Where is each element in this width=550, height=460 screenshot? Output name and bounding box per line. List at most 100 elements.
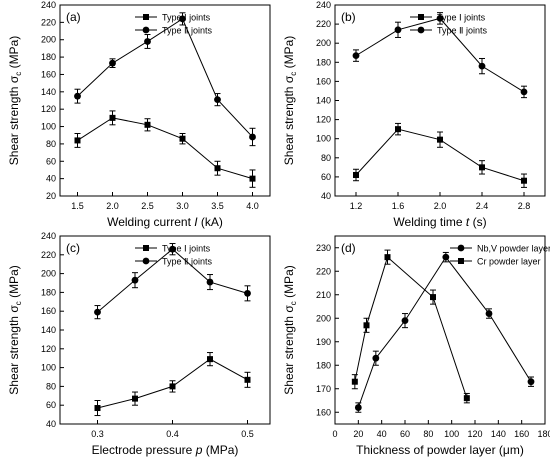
- legend: Type Ⅰ joints Type Ⅱ joints: [410, 13, 487, 36]
- legend-marker: [457, 244, 465, 252]
- series-2: [352, 12, 528, 99]
- chart-panel-4: 0 20 40 60 80 100 120 140 160 180 160 170 180 190 200 2…: [282, 235, 550, 457]
- y-tick-label: 200: [41, 269, 56, 279]
- y-tick-label: 160: [316, 76, 331, 86]
- panel-label: (d): [341, 241, 356, 255]
- legend-marker: [142, 257, 150, 265]
- chart-panel-1: 1.5 2.0 2.5 3.0 3.5 4.0 20 40 60 80 100 120 140 160 18…: [7, 0, 271, 229]
- y-tick-label: 20: [46, 191, 56, 201]
- y-tick-label: 220: [316, 19, 331, 29]
- y-tick-label: 80: [46, 139, 56, 149]
- data-point: [94, 308, 101, 316]
- data-point: [351, 378, 358, 385]
- y-tick-label: 230: [316, 243, 331, 253]
- panel-label: (c): [66, 241, 80, 255]
- x-tick-label: 1.2: [350, 201, 363, 211]
- data-point: [179, 135, 186, 142]
- data-point: [442, 253, 450, 261]
- legend-label: Type Ⅱ joints: [437, 26, 487, 36]
- series-line: [354, 256, 468, 399]
- x-tick-label: 1.6: [392, 201, 405, 211]
- y-tick-label: 120: [41, 344, 56, 354]
- data-point: [74, 92, 81, 100]
- y-axis-label: Shear strength σc (MPa): [7, 36, 23, 165]
- data-point: [352, 52, 360, 60]
- chart-panel-2: 1.2 1.6 2.0 2.4 2.8 40 60 80 100 120 140 160 180 200 2…: [282, 0, 546, 229]
- series-line: [357, 256, 532, 408]
- y-tick-label: 140: [41, 325, 56, 335]
- y-tick-label: 210: [316, 290, 331, 300]
- plot-frame: [59, 4, 271, 197]
- data-point: [206, 278, 214, 286]
- y-tick-label: 120: [316, 115, 331, 125]
- y-axis-label: Shear strength σc (MPa): [282, 265, 298, 394]
- y-tick-label: 160: [316, 407, 331, 417]
- y-tick-label: 160: [41, 306, 56, 316]
- data-point: [395, 126, 401, 133]
- legend-label: Type Ⅱ joints: [162, 26, 212, 36]
- series-line: [77, 117, 253, 180]
- x-axis-label: Welding time t (s): [393, 215, 486, 229]
- x-tick-label: 2.0: [106, 201, 119, 211]
- series-2: [351, 249, 470, 404]
- data-point: [249, 175, 256, 182]
- data-point: [353, 171, 359, 178]
- data-point: [372, 354, 380, 362]
- x-tick-label: 3.5: [211, 201, 224, 211]
- data-point: [401, 317, 409, 324]
- series-1: [353, 122, 527, 188]
- x-tick-label: 40: [377, 429, 387, 439]
- data-point: [436, 14, 444, 22]
- y-tick-label: 240: [41, 0, 56, 10]
- x-tick-label: 0: [332, 429, 337, 439]
- y-tick-label: 80: [321, 153, 331, 163]
- y-tick-label: 240: [41, 231, 56, 241]
- data-point: [109, 59, 116, 67]
- y-tick-label: 190: [316, 337, 331, 347]
- data-point: [521, 177, 527, 184]
- data-point: [214, 96, 221, 104]
- series-1: [94, 352, 251, 417]
- data-point: [354, 404, 362, 411]
- legend-label: Nb,V powder layer: [477, 244, 550, 254]
- y-tick-label: 140: [316, 96, 331, 106]
- legend: Type Ⅰ joints Type Ⅱ joints: [135, 244, 212, 267]
- x-tick-label: 180: [537, 429, 550, 439]
- x-tick-label: 140: [491, 429, 506, 439]
- data-point: [144, 38, 151, 45]
- chart-panel-3: 0.3 0.4 0.5 40 60 80 100 120 140 160 180 200 220 240 E…: [7, 231, 271, 457]
- data-point: [437, 136, 443, 143]
- data-point: [479, 164, 485, 171]
- x-tick-label: 3.0: [176, 201, 189, 211]
- y-tick-label: 200: [316, 313, 331, 323]
- legend-label: Type Ⅰ joints: [437, 13, 486, 23]
- y-tick-label: 40: [46, 419, 56, 429]
- legend-marker: [418, 14, 424, 20]
- plot-frame: [334, 235, 546, 425]
- x-axis-label: Thickness of powder layer (μm): [356, 443, 524, 457]
- x-tick-label: 0.3: [91, 429, 104, 439]
- y-tick-label: 60: [46, 156, 56, 166]
- legend-label: Type Ⅱ joints: [162, 257, 212, 267]
- x-tick-label: 4.0: [246, 201, 259, 211]
- y-tick-label: 100: [41, 122, 56, 132]
- series-1: [354, 251, 535, 413]
- legend-marker: [143, 245, 149, 251]
- y-tick-label: 220: [41, 250, 56, 260]
- x-tick-label: 160: [514, 429, 529, 439]
- legend-label: Cr powder layer: [477, 257, 541, 267]
- x-axis-label: Welding current I (kA): [107, 215, 223, 229]
- y-tick-label: 120: [41, 104, 56, 114]
- y-tick-label: 180: [41, 52, 56, 62]
- data-point: [520, 88, 528, 96]
- data-point: [131, 276, 139, 284]
- legend: Nb,V powder layer Cr powder layer: [450, 244, 550, 267]
- y-tick-label: 140: [41, 87, 56, 97]
- y-tick-label: 80: [46, 381, 56, 391]
- data-point: [169, 383, 176, 390]
- legend-marker: [143, 14, 149, 20]
- data-point: [244, 289, 251, 297]
- data-point: [384, 254, 391, 261]
- data-point: [394, 26, 402, 34]
